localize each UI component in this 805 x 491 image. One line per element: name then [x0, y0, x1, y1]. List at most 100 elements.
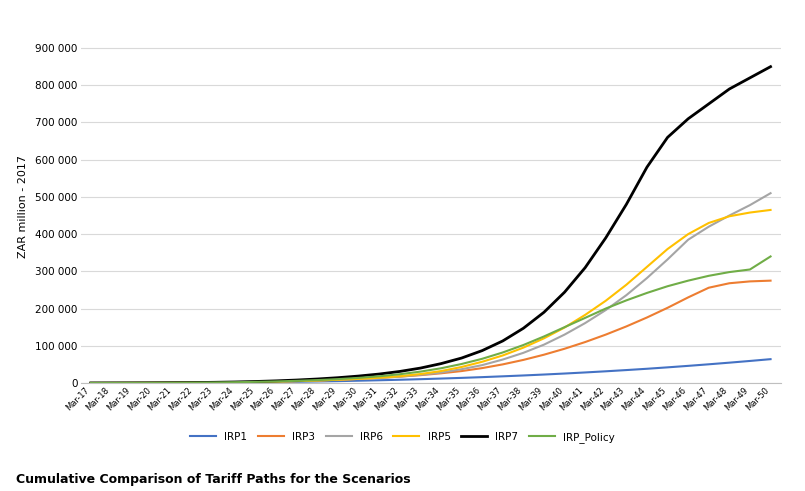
IRP5	[209, 380, 219, 385]
IRP3	[456, 368, 466, 374]
IRP1	[704, 361, 713, 367]
IRP5	[271, 379, 281, 384]
IRP1	[724, 360, 734, 366]
IRP3	[724, 280, 734, 286]
IRP1	[518, 373, 528, 379]
IRP5	[683, 231, 693, 237]
Legend: IRP1, IRP3, IRP6, IRP5, IRP7, IRP_Policy: IRP1, IRP3, IRP6, IRP5, IRP7, IRP_Policy	[186, 428, 619, 447]
Line: IRP_Policy: IRP_Policy	[91, 256, 770, 383]
IRP3	[683, 295, 693, 300]
Line: IRP1: IRP1	[91, 359, 770, 383]
IRP3	[230, 379, 240, 385]
IRP_Policy	[745, 267, 755, 273]
IRP1	[312, 379, 322, 384]
IRP5	[189, 380, 199, 385]
IRP1	[621, 367, 631, 373]
IRP1	[663, 364, 672, 370]
IRP_Policy	[559, 324, 569, 330]
IRP1	[271, 379, 281, 385]
IRP1	[745, 358, 755, 364]
IRP_Policy	[168, 380, 178, 386]
IRP5	[704, 220, 713, 226]
IRP1	[642, 366, 652, 372]
IRP3	[704, 285, 713, 291]
IRP1	[436, 376, 446, 382]
IRP5	[374, 375, 384, 381]
IRP7	[209, 380, 219, 385]
IRP_Policy	[148, 380, 158, 386]
IRP7	[189, 380, 199, 385]
IRP5	[230, 379, 240, 385]
IRP_Policy	[663, 283, 672, 289]
IRP7	[127, 380, 137, 386]
IRP5	[745, 210, 755, 216]
IRP1	[168, 380, 178, 386]
IRP5	[642, 264, 652, 270]
IRP_Policy	[374, 373, 384, 379]
IRP3	[189, 380, 199, 385]
IRP1	[559, 371, 569, 377]
IRP1	[580, 370, 590, 376]
IRP5	[86, 380, 96, 386]
IRP7	[168, 380, 178, 385]
IRP1	[539, 372, 549, 378]
IRP5	[601, 298, 610, 304]
IRP6	[271, 379, 281, 384]
IRP5	[724, 213, 734, 219]
IRP1	[148, 380, 158, 386]
IRP1	[292, 379, 302, 384]
IRP1	[209, 380, 219, 385]
Line: IRP7: IRP7	[91, 67, 770, 383]
IRP1	[374, 377, 384, 383]
IRP7	[745, 75, 755, 81]
IRP_Policy	[498, 350, 508, 355]
IRP5	[766, 207, 775, 213]
IRP3	[333, 377, 343, 382]
IRP5	[333, 377, 343, 382]
IRP6	[477, 362, 487, 368]
IRP_Policy	[353, 375, 363, 381]
IRP7	[601, 235, 610, 241]
IRP5	[498, 353, 508, 358]
IRP_Policy	[271, 379, 281, 384]
IRP6	[683, 237, 693, 243]
IRP3	[148, 380, 158, 386]
IRP5	[580, 312, 590, 318]
IRP6	[86, 380, 96, 386]
IRP3	[539, 352, 549, 357]
IRP7	[271, 378, 281, 384]
IRP7	[86, 380, 96, 386]
IRP1	[353, 378, 363, 383]
IRP3	[312, 378, 322, 383]
IRP5	[353, 376, 363, 382]
IRP1	[86, 380, 96, 386]
IRP1	[230, 380, 240, 385]
IRP6	[663, 256, 672, 262]
IRP1	[395, 377, 405, 382]
IRP_Policy	[683, 278, 693, 284]
IRP6	[148, 380, 158, 386]
IRP1	[333, 378, 343, 384]
IRP7	[580, 265, 590, 271]
IRP1	[498, 373, 508, 379]
IRP_Policy	[189, 380, 199, 385]
Line: IRP3: IRP3	[91, 281, 770, 383]
IRP7	[724, 86, 734, 92]
IRP7	[766, 64, 775, 70]
IRP6	[601, 307, 610, 313]
IRP6	[209, 380, 219, 385]
IRP1	[251, 379, 261, 385]
IRP6	[642, 275, 652, 281]
IRP3	[766, 278, 775, 284]
IRP6	[498, 356, 508, 362]
IRP7	[312, 376, 322, 382]
IRP7	[621, 201, 631, 207]
IRP5	[415, 371, 425, 377]
IRP_Policy	[292, 378, 302, 384]
IRP1	[601, 368, 610, 374]
IRP_Policy	[106, 380, 116, 386]
IRP6	[745, 202, 755, 208]
Line: IRP6: IRP6	[91, 193, 770, 383]
IRP5	[251, 379, 261, 385]
IRP7	[642, 164, 652, 170]
